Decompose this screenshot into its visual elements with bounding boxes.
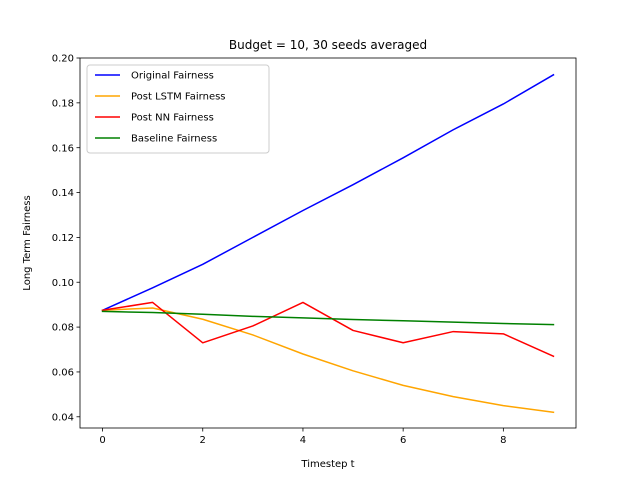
legend-label-1: Post LSTM Fairness	[131, 92, 226, 103]
y-axis-label: Long Term Fairness	[22, 195, 33, 290]
series-line-3	[101, 310, 555, 326]
legend-box	[86, 64, 270, 154]
series-line-0	[101, 73, 555, 312]
x-tick-label: 4	[300, 435, 306, 446]
y-tick-label: 0.12	[52, 233, 74, 244]
x-tick-label: 6	[400, 435, 406, 446]
chart-title: Budget = 10, 30 seeds averaged	[229, 38, 427, 52]
x-tick-label: 0	[99, 435, 105, 446]
y-tick-label: 0.06	[52, 368, 74, 379]
legend: Original Fairness Post LSTM Fairness Post …	[86, 64, 270, 154]
legend-label-0: Original Fairness	[131, 71, 214, 82]
x-tick-label: 2	[200, 435, 206, 446]
x-axis-ticks: 0 2 4 6 8	[99, 428, 507, 446]
y-tick-label: 0.20	[52, 54, 74, 65]
y-axis-ticks: 0.04 0.06 0.08 0.10 0.12 0.14 0.16 0.18 0.20	[52, 54, 80, 423]
y-tick-label: 0.14	[52, 188, 74, 199]
axes-frame	[79, 57, 577, 429]
legend-label-2: Post NN Fairness	[131, 113, 214, 124]
legend-label-3: Baseline Fairness	[131, 134, 217, 145]
y-tick-label: 0.04	[52, 412, 74, 423]
x-axis-label: Timestep t	[300, 459, 354, 470]
x-tick-label: 8	[500, 435, 506, 446]
series-line-2	[101, 301, 555, 358]
series-layer	[101, 73, 555, 414]
y-tick-label: 0.18	[52, 98, 74, 109]
y-tick-label: 0.10	[52, 278, 74, 289]
y-tick-label: 0.08	[52, 323, 74, 334]
y-tick-label: 0.16	[52, 143, 74, 154]
legend-items: Original Fairness Post LSTM Fairness Post …	[95, 71, 226, 145]
